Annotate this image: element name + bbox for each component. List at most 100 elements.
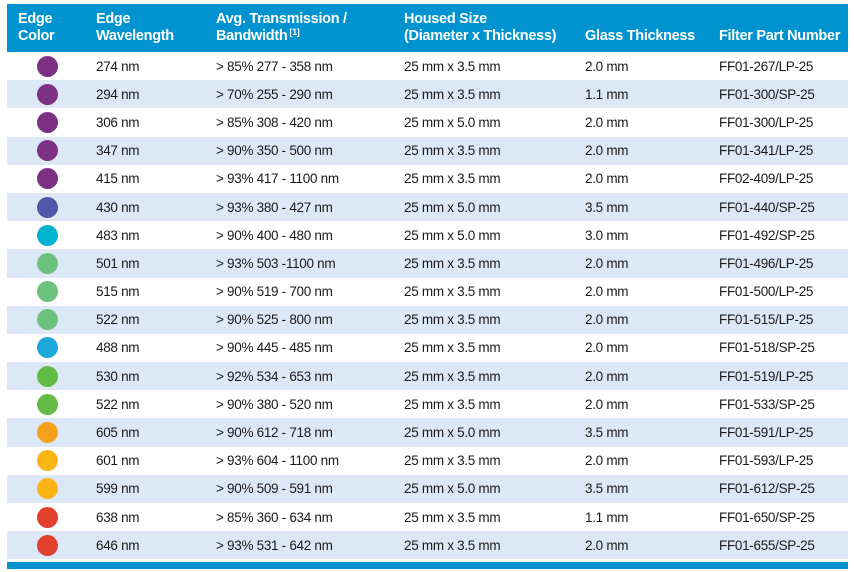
filter-part-number-cell: FF01-519/LP-25 <box>719 368 814 384</box>
edge-color-cell <box>7 334 88 362</box>
edge-wavelength-cell: 646 nm <box>96 537 140 553</box>
edge-wavelength-cell: 605 nm <box>96 425 140 441</box>
filter-part-number-cell: FF01-515/LP-25 <box>719 312 814 328</box>
footnote-marker: [1] <box>289 27 300 38</box>
edge-color-dot <box>37 224 58 246</box>
edge-wavelength-cell: 601 nm <box>96 453 140 469</box>
housed-size-cell: 25 mm x 3.5 mm <box>404 368 501 384</box>
header-avg-transmission-label: Avg. Transmission / Bandwidth [1] <box>216 10 347 45</box>
header-edge-color-label: Edge Color <box>18 10 55 45</box>
transmission-bandwidth-cell: > 85% 360 - 634 nm <box>216 509 333 525</box>
table-row: 430 nm > 93% 380 - 427 nm 25 mm x 5.0 mm… <box>7 192 848 222</box>
edge-color-dot <box>37 393 58 415</box>
edge-wavelength-cell: 274 nm <box>96 58 140 74</box>
housed-size-cell: 25 mm x 3.5 mm <box>404 396 501 412</box>
glass-thickness-cell: 2.0 mm <box>585 143 629 159</box>
edge-wavelength-cell: 430 nm <box>96 199 140 215</box>
table-row: 601 nm > 93% 604 - 1100 nm 25 mm x 3.5 m… <box>7 446 848 475</box>
edge-wavelength-cell: 599 nm <box>96 481 140 497</box>
glass-thickness-cell: 2.0 mm <box>585 340 629 356</box>
table-row: 415 nm > 93% 417 - 1100 nm 25 mm x 3.5 m… <box>7 164 848 193</box>
filter-part-number-cell: FF01-612/SP-25 <box>719 481 815 497</box>
table-row: 605 nm > 90% 612 - 718 nm 25 mm x 5.0 mm… <box>7 418 848 447</box>
header-glass-thickness-label: Glass Thickness <box>585 28 695 45</box>
filter-part-number-cell: FF01-518/SP-25 <box>719 340 815 356</box>
filter-part-number-cell: FF01-300/SP-25 <box>719 86 815 102</box>
housed-size-cell: 25 mm x 3.5 mm <box>404 284 501 300</box>
edge-color-cell <box>7 475 88 503</box>
transmission-bandwidth-cell: > 85% 277 - 358 nm <box>216 58 333 74</box>
transmission-bandwidth-cell: > 90% 350 - 500 nm <box>216 143 333 159</box>
edge-color-cell <box>7 221 88 249</box>
edge-color-dot <box>37 309 58 331</box>
header-filter-part-number: Filter Part Number <box>711 4 848 52</box>
table-row: 522 nm > 90% 380 - 520 nm 25 mm x 3.5 mm… <box>7 390 848 419</box>
glass-thickness-cell: 3.5 mm <box>585 425 629 441</box>
transmission-bandwidth-cell: > 93% 380 - 427 nm <box>216 199 333 215</box>
transmission-bandwidth-cell: > 93% 417 - 1100 nm <box>216 171 339 187</box>
edge-color-cell <box>7 278 88 306</box>
filter-table: Edge Color Edge Wavelength Avg. Transmissi… <box>7 4 848 560</box>
glass-thickness-cell: 3.5 mm <box>585 481 629 497</box>
table-row: 522 nm > 90% 525 - 800 nm 25 mm x 3.5 mm… <box>7 305 848 334</box>
edge-color-dot <box>37 140 58 162</box>
edge-wavelength-cell: 483 nm <box>96 227 140 243</box>
edge-wavelength-cell: 522 nm <box>96 312 140 328</box>
edge-wavelength-cell: 522 nm <box>96 396 140 412</box>
header-housed-size: Housed Size (Diameter x Thickness) <box>396 4 577 52</box>
edge-color-dot <box>37 365 58 387</box>
edge-color-cell <box>7 390 88 418</box>
transmission-bandwidth-cell: > 92% 534 - 653 nm <box>216 368 333 384</box>
housed-size-cell: 25 mm x 3.5 mm <box>404 255 501 271</box>
table-row: 306 nm > 85% 308 - 420 nm 25 mm x 5.0 mm… <box>7 108 848 137</box>
table-row: 483 nm > 90% 400 - 480 nm 25 mm x 5.0 mm… <box>7 221 848 250</box>
table-row: 294 nm > 70% 255 - 290 nm 25 mm x 3.5 mm… <box>7 80 848 109</box>
transmission-bandwidth-cell: > 90% 509 - 591 nm <box>216 481 333 497</box>
transmission-bandwidth-cell: > 90% 445 - 485 nm <box>216 340 333 356</box>
glass-thickness-cell: 2.0 mm <box>585 453 629 469</box>
filter-part-number-cell: FF01-267/LP-25 <box>719 58 814 74</box>
filter-part-number-cell: FF01-496/LP-25 <box>719 255 814 271</box>
header-edge-wavelength: Edge Wavelength <box>88 4 208 52</box>
edge-color-dot <box>37 168 58 190</box>
edge-wavelength-cell: 347 nm <box>96 143 140 159</box>
edge-color-cell <box>7 137 88 165</box>
transmission-bandwidth-cell: > 90% 380 - 520 nm <box>216 396 333 412</box>
transmission-bandwidth-cell: > 90% 612 - 718 nm <box>216 425 333 441</box>
filter-part-number-cell: FF01-655/SP-25 <box>719 537 815 553</box>
housed-size-cell: 25 mm x 5.0 mm <box>404 425 501 441</box>
filter-part-number-cell: FF01-650/SP-25 <box>719 509 815 525</box>
header-edge-wavelength-label: Edge Wavelength <box>96 10 174 45</box>
edge-wavelength-cell: 515 nm <box>96 284 140 300</box>
edge-color-cell <box>7 193 88 221</box>
filter-part-number-cell: FF01-533/SP-25 <box>719 396 815 412</box>
table-row: 638 nm > 85% 360 - 634 nm 25 mm x 3.5 mm… <box>7 503 848 532</box>
glass-thickness-cell: 3.0 mm <box>585 227 629 243</box>
glass-thickness-cell: 3.5 mm <box>585 199 629 215</box>
edge-color-cell <box>7 165 88 193</box>
edge-color-dot <box>37 478 58 500</box>
header-edge-color: Edge Color <box>7 4 88 52</box>
edge-color-dot <box>37 196 58 218</box>
housed-size-cell: 25 mm x 3.5 mm <box>404 537 501 553</box>
edge-wavelength-cell: 488 nm <box>96 340 140 356</box>
housed-size-cell: 25 mm x 3.5 mm <box>404 143 501 159</box>
table-row: 274 nm > 85% 277 - 358 nm 25 mm x 3.5 mm… <box>7 52 848 81</box>
filter-part-number-cell: FF01-591/LP-25 <box>719 425 814 441</box>
edge-color-dot <box>37 111 58 133</box>
filter-part-number-cell: FF02-409/LP-25 <box>719 171 814 187</box>
edge-color-cell <box>7 447 88 475</box>
housed-size-cell: 25 mm x 5.0 mm <box>404 114 501 130</box>
glass-thickness-cell: 1.1 mm <box>585 509 629 525</box>
glass-thickness-cell: 2.0 mm <box>585 537 629 553</box>
transmission-bandwidth-cell: > 93% 604 - 1100 nm <box>216 453 339 469</box>
header-filter-part-number-label: Filter Part Number <box>719 28 841 45</box>
glass-thickness-cell: 2.0 mm <box>585 58 629 74</box>
edge-color-dot <box>37 55 58 77</box>
table-row: 347 nm > 90% 350 - 500 nm 25 mm x 3.5 mm… <box>7 136 848 165</box>
transmission-bandwidth-cell: > 90% 519 - 700 nm <box>216 284 333 300</box>
edge-color-cell <box>7 306 88 334</box>
edge-color-dot <box>37 83 58 105</box>
edge-color-cell <box>7 80 88 108</box>
